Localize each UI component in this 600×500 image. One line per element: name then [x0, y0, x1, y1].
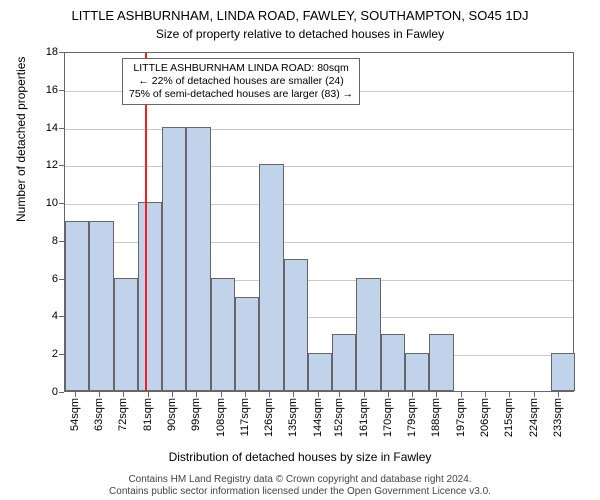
y-tick-label: 6	[52, 273, 58, 285]
x-tick-label: 206sqm	[479, 392, 491, 437]
sub-title: Size of property relative to detached ho…	[0, 23, 600, 41]
x-tick-mark	[148, 392, 149, 397]
x-tick-mark	[509, 392, 510, 397]
x-tick-label: 54sqm	[69, 392, 81, 431]
y-tick-mark	[59, 52, 64, 53]
y-tick-mark	[59, 354, 64, 355]
callout-box: LITTLE ASHBURNHAM LINDA ROAD: 80sqm ← 22…	[122, 58, 360, 105]
x-tick-mark	[99, 392, 100, 397]
gridline	[65, 129, 573, 130]
bar	[356, 278, 380, 391]
y-tick-label: 12	[46, 159, 58, 171]
x-tick-mark	[461, 392, 462, 397]
x-tick-label: 161sqm	[358, 392, 370, 437]
x-tick-mark	[388, 392, 389, 397]
x-tick-mark	[485, 392, 486, 397]
x-tick-label: 90sqm	[166, 392, 178, 431]
y-tick-mark	[59, 203, 64, 204]
y-tick-label: 18	[46, 46, 58, 58]
y-tick-label: 14	[46, 122, 58, 134]
bar	[114, 278, 138, 391]
x-tick-label: 117sqm	[239, 392, 251, 436]
bar	[162, 127, 186, 391]
x-tick-mark	[245, 392, 246, 397]
x-tick-mark	[558, 392, 559, 397]
callout-line: ← 22% of detached houses are smaller (24…	[129, 75, 353, 88]
x-tick-mark	[339, 392, 340, 397]
bar	[211, 278, 235, 391]
x-tick-mark	[293, 392, 294, 397]
y-tick-label: 16	[46, 84, 58, 96]
caption-line: Contains public sector information licen…	[0, 486, 600, 498]
x-tick-mark	[412, 392, 413, 397]
x-tick-mark	[221, 392, 222, 397]
y-tick-mark	[59, 90, 64, 91]
main-title: LITTLE ASHBURNHAM, LINDA ROAD, FAWLEY, S…	[0, 0, 600, 23]
x-tick-label: 197sqm	[455, 392, 467, 437]
y-tick-label: 4	[52, 310, 58, 322]
x-tick-label: 108sqm	[215, 392, 227, 437]
bar	[551, 353, 575, 391]
x-tick-mark	[75, 392, 76, 397]
x-tick-label: 170sqm	[382, 392, 394, 437]
x-tick-mark	[318, 392, 319, 397]
callout-line: 75% of semi-detached houses are larger (…	[129, 88, 353, 101]
y-tick-mark	[59, 128, 64, 129]
x-tick-mark	[123, 392, 124, 397]
bar	[332, 334, 356, 391]
x-tick-label: 135sqm	[287, 392, 299, 437]
x-tick-label: 144sqm	[312, 392, 324, 437]
y-axis-label: Number of detached properties	[14, 57, 28, 222]
y-tick-label: 0	[52, 386, 58, 398]
y-tick-mark	[59, 316, 64, 317]
x-tick-label: 233sqm	[552, 392, 564, 437]
x-tick-label: 188sqm	[430, 392, 442, 437]
x-tick-label: 99sqm	[190, 392, 202, 431]
x-tick-label: 126sqm	[263, 392, 275, 437]
chart-container: LITTLE ASHBURNHAM, LINDA ROAD, FAWLEY, S…	[0, 0, 600, 500]
x-tick-mark	[269, 392, 270, 397]
y-tick-label: 2	[52, 348, 58, 360]
bar	[186, 127, 210, 391]
x-axis-label: Distribution of detached houses by size …	[0, 450, 600, 464]
bar	[405, 353, 429, 391]
x-tick-mark	[172, 392, 173, 397]
x-tick-label: 152sqm	[333, 392, 345, 437]
bar	[381, 334, 405, 391]
x-tick-label: 63sqm	[93, 392, 105, 431]
callout-line: LITTLE ASHBURNHAM LINDA ROAD: 80sqm	[129, 62, 353, 75]
bar	[429, 334, 453, 391]
bar	[235, 297, 259, 391]
x-tick-mark	[196, 392, 197, 397]
y-tick-mark	[59, 165, 64, 166]
x-tick-label: 215sqm	[503, 392, 515, 437]
x-tick-mark	[534, 392, 535, 397]
x-tick-label: 81sqm	[142, 392, 154, 431]
x-tick-label: 72sqm	[117, 392, 129, 431]
x-tick-label: 224sqm	[528, 392, 540, 437]
bar	[308, 353, 332, 391]
bar	[259, 164, 283, 391]
bar	[284, 259, 308, 391]
bar	[89, 221, 113, 391]
caption: Contains HM Land Registry data © Crown c…	[0, 474, 600, 498]
y-tick-mark	[59, 392, 64, 393]
y-tick-mark	[59, 279, 64, 280]
y-tick-label: 8	[52, 235, 58, 247]
y-tick-label: 10	[46, 197, 58, 209]
gridline	[65, 166, 573, 167]
bar	[138, 202, 162, 391]
x-tick-mark	[364, 392, 365, 397]
y-tick-mark	[59, 241, 64, 242]
x-tick-mark	[436, 392, 437, 397]
bar	[65, 221, 89, 391]
plot-zone: LITTLE ASHBURNHAM LINDA ROAD: 80sqm ← 22…	[64, 52, 574, 392]
caption-line: Contains HM Land Registry data © Crown c…	[0, 474, 600, 486]
x-tick-label: 179sqm	[406, 392, 418, 437]
